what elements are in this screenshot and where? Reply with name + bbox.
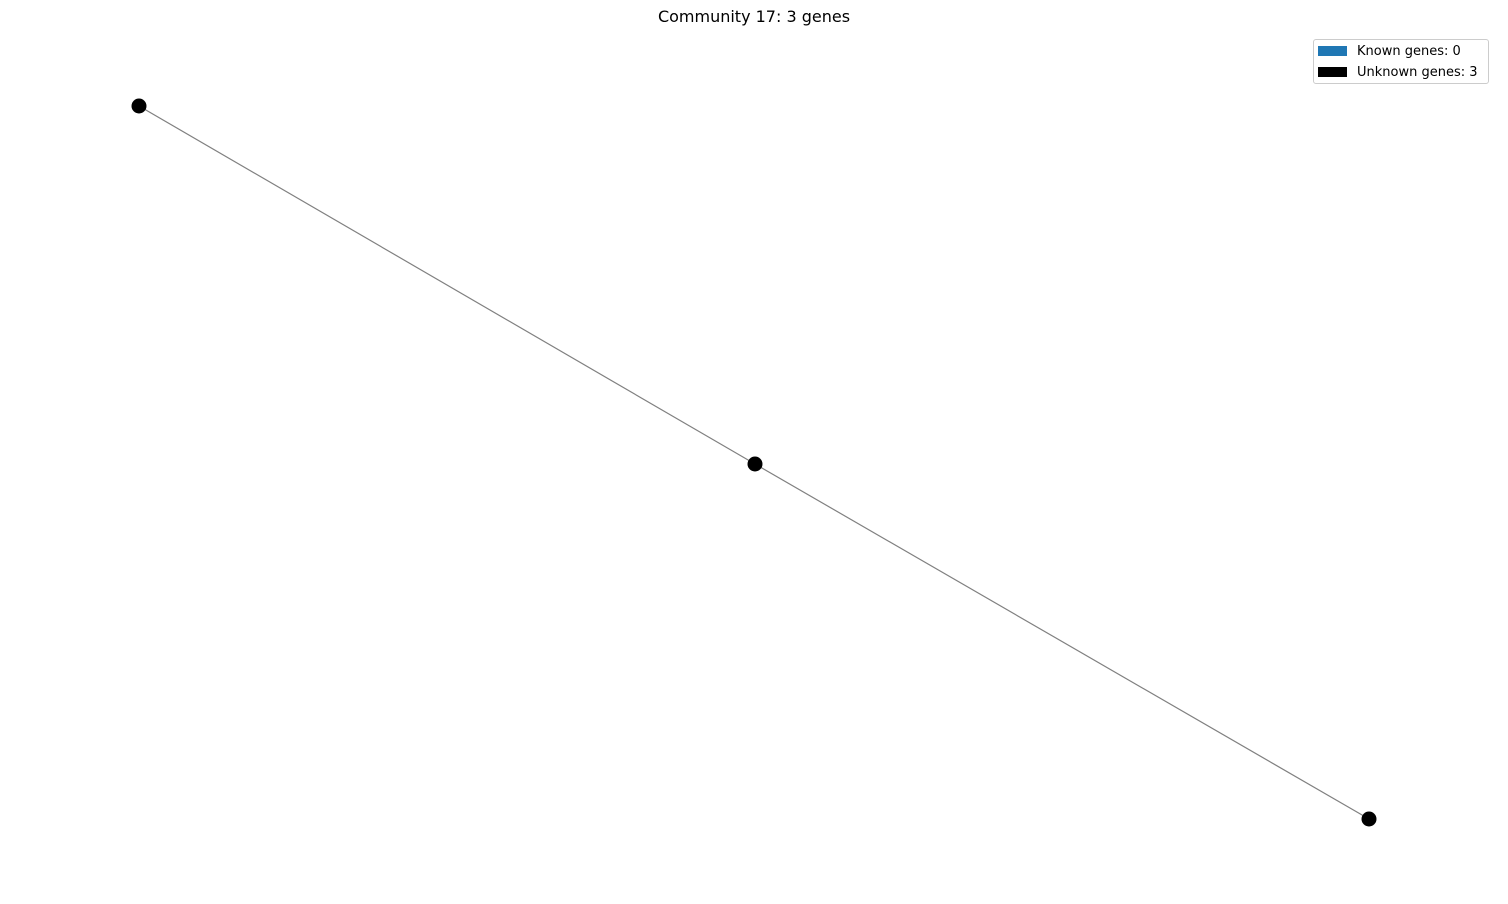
legend-item-unknown: Unknown genes: 3 <box>1318 64 1478 80</box>
gene-node <box>131 98 147 114</box>
nodes-layer <box>131 98 1377 827</box>
legend-label-known: Known genes: 0 <box>1357 43 1461 59</box>
gene-node <box>747 456 763 472</box>
unknown-genes-swatch <box>1318 67 1347 77</box>
gene-node <box>1361 811 1377 827</box>
edges-layer <box>138 105 1370 820</box>
legend-item-known: Known genes: 0 <box>1318 43 1461 59</box>
legend: Known genes: 0 Unknown genes: 3 <box>1313 39 1489 84</box>
figure-title: Community 17: 3 genes <box>657 7 851 26</box>
known-genes-swatch <box>1318 46 1347 56</box>
legend-label-unknown: Unknown genes: 3 <box>1357 64 1478 80</box>
graph-edge <box>754 463 1370 820</box>
graph-edge <box>138 105 756 465</box>
